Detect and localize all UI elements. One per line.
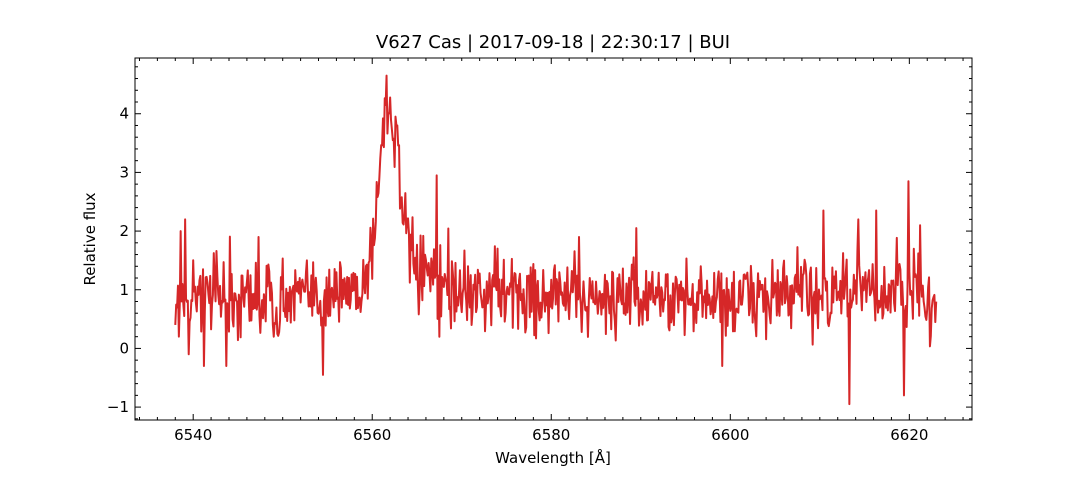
y-tick-label: 1 <box>119 281 129 299</box>
x-tick-label: 6540 <box>174 426 212 444</box>
spectrum-line <box>174 74 938 406</box>
x-tick-label: 6600 <box>711 426 749 444</box>
y-tick-label: 3 <box>119 163 129 181</box>
x-tick-label: 6580 <box>532 426 570 444</box>
y-tick-label: 0 <box>119 339 129 357</box>
y-tick-label: 4 <box>119 105 129 123</box>
axes-frame <box>134 57 973 421</box>
x-axis-label: Wavelength [Å] <box>495 448 611 467</box>
plot-area <box>174 74 938 406</box>
x-tick-label: 6620 <box>890 426 928 444</box>
y-tick-label: −1 <box>107 398 129 416</box>
y-axis-label: Relative flux <box>81 192 99 285</box>
y-tick-label: 2 <box>119 222 129 240</box>
x-tick-label: 6560 <box>353 426 391 444</box>
chart-title: V627 Cas | 2017-09-18 | 22:30:17 | BUI <box>376 32 730 53</box>
axis-ticks: 6540 6560 6580 6600 6620 −1 0 1 2 3 4 <box>107 58 972 444</box>
